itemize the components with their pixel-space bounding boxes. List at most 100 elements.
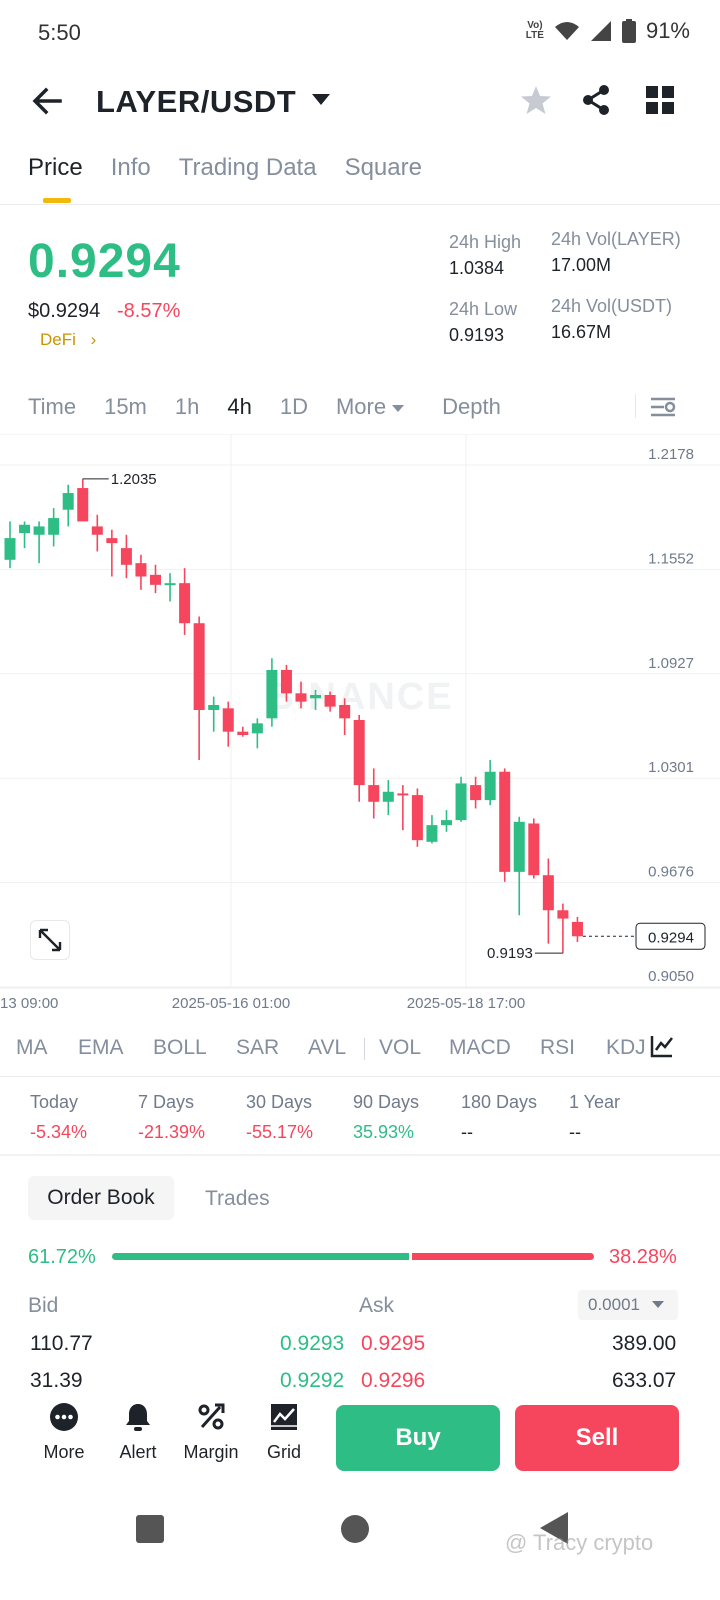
tab-order-book[interactable]: Order Book [28, 1176, 174, 1220]
candle-body [280, 669, 292, 694]
battery-icon [621, 19, 636, 43]
expand-icon [38, 928, 62, 952]
sector-tag[interactable]: DeFi › [40, 330, 96, 350]
interval-depth[interactable]: Depth [442, 394, 501, 419]
interval-bar: Time 15m 1h 4h 1D More Depth [28, 394, 501, 420]
grid-label: Grid [266, 1442, 301, 1462]
header: LAYER/USDT [0, 78, 720, 128]
buy-button[interactable]: Buy [336, 1405, 500, 1471]
signal-icon [590, 21, 611, 41]
sell-button[interactable]: Sell [515, 1405, 679, 1471]
interval-time[interactable]: Time [28, 394, 77, 419]
interval-4h[interactable]: 4h [227, 394, 252, 419]
indicator-settings-icon[interactable] [650, 1034, 674, 1058]
ask-price: 0.9296 [361, 1369, 426, 1388]
recents-button[interactable] [136, 1515, 164, 1543]
back-nav-button[interactable] [540, 1512, 568, 1544]
y-tick-label: 1.2178 [648, 446, 694, 463]
candle-body [295, 693, 307, 702]
interval-15m[interactable]: 15m [104, 394, 147, 419]
back-arrow-icon[interactable] [30, 84, 64, 118]
alert-label: Alert [119, 1442, 157, 1462]
perf-value-today: -5.34% [30, 1122, 88, 1142]
indicator-ema[interactable]: EMA [78, 1036, 124, 1059]
interval-more[interactable]: More [336, 394, 405, 420]
battery-percent: 91% [645, 18, 690, 43]
sector-label: DeFi [40, 330, 76, 349]
candlestick-chart[interactable]: 1.2178 1.1552 1.0927 1.0301 0.9676 0.9050 13 0… [0, 434, 720, 1014]
indicator-avl[interactable]: AVL [308, 1036, 347, 1059]
indicator-ma[interactable]: MA [16, 1036, 48, 1059]
high-value: 1.0384 [449, 258, 505, 278]
candle-body [4, 538, 16, 560]
candle-body [324, 694, 336, 707]
grid-action[interactable]: Grid [249, 1402, 319, 1463]
margin-percent-icon [198, 1403, 225, 1430]
divider [0, 1154, 720, 1156]
candle-body [19, 524, 31, 534]
more-action[interactable]: More [29, 1402, 99, 1463]
layout-grid-icon[interactable] [646, 86, 674, 114]
page-tabs: Price Info Trading Data Square [28, 154, 422, 182]
interval-1d[interactable]: 1D [279, 394, 308, 419]
bid-header: Bid [28, 1294, 59, 1317]
order-book-row[interactable]: 31.39 0.9292 0.9296 633.07 [0, 1363, 720, 1388]
expand-chart-button[interactable] [30, 920, 70, 960]
candle-body [441, 820, 452, 826]
tab-trades[interactable]: Trades [205, 1187, 270, 1210]
alert-action[interactable]: Alert [103, 1402, 173, 1463]
indicator-rsi[interactable]: RSI [540, 1036, 576, 1059]
tab-trading-data[interactable]: Trading Data [178, 154, 317, 181]
indicator-macd[interactable]: MACD [449, 1036, 511, 1059]
candle-body [368, 785, 380, 802]
vol-base-label: 24h Vol(LAYER) [551, 229, 681, 249]
y-tick-label: 1.0301 [648, 759, 694, 776]
indicator-kdj[interactable]: KDJ [606, 1036, 646, 1059]
tab-price[interactable]: Price [28, 154, 83, 181]
perf-value-30d: -55.17% [246, 1122, 314, 1142]
candle-body [571, 921, 583, 937]
divider [0, 1076, 720, 1077]
x-tick-label: 2025-05-16 01:00 [172, 995, 290, 1012]
share-icon[interactable] [580, 84, 612, 116]
perf-label-today: Today [30, 1092, 79, 1112]
candle-body [455, 783, 467, 821]
chevron-right-icon: › [90, 330, 97, 349]
status-bar: 5:50 Vo) LTE 91% [0, 0, 720, 64]
divider [0, 204, 720, 205]
tab-square[interactable]: Square [344, 154, 422, 181]
low-label: 24h Low [449, 299, 518, 319]
y-tick-label: 0.9050 [648, 968, 694, 985]
watermark: @ Tracy crypto [505, 1530, 654, 1555]
order-book-row[interactable]: 110.77 0.9293 0.9295 389.00 [0, 1326, 720, 1363]
y-tick-label: 0.9676 [648, 864, 694, 881]
precision-select[interactable]: 0.0001 [578, 1290, 678, 1320]
indicator-vol[interactable]: VOL [379, 1036, 422, 1059]
tab-info[interactable]: Info [110, 154, 151, 181]
candle-body [339, 704, 351, 719]
x-tick-label: 2025-05-18 17:00 [407, 995, 525, 1012]
margin-action[interactable]: Margin [176, 1402, 246, 1463]
divider [635, 394, 636, 418]
more-label: More [43, 1442, 85, 1462]
low-value: 0.9193 [449, 325, 505, 345]
pair-dropdown-icon[interactable] [312, 94, 330, 105]
margin-label: Margin [183, 1442, 239, 1462]
current-price-label: 0.9294 [648, 929, 694, 946]
volte-icon: Vo) LTE [525, 20, 544, 41]
candle-body [222, 708, 234, 732]
candle-body [106, 538, 118, 544]
chart-settings-icon[interactable] [650, 396, 676, 418]
candle-body [426, 825, 438, 842]
candle-body [62, 493, 74, 510]
candle-body [310, 694, 322, 699]
favorite-star-icon[interactable] [520, 84, 552, 116]
interval-1h[interactable]: 1h [174, 394, 200, 419]
pair-title[interactable]: LAYER/USDT [96, 84, 297, 119]
indicator-sar[interactable]: SAR [236, 1036, 280, 1059]
home-button[interactable] [341, 1515, 369, 1543]
indicator-boll[interactable]: BOLL [153, 1036, 207, 1059]
perf-value-1y: -- [569, 1122, 581, 1142]
ask-qty: 389.00 [612, 1332, 677, 1355]
perf-label-30d: 30 Days [246, 1092, 313, 1112]
